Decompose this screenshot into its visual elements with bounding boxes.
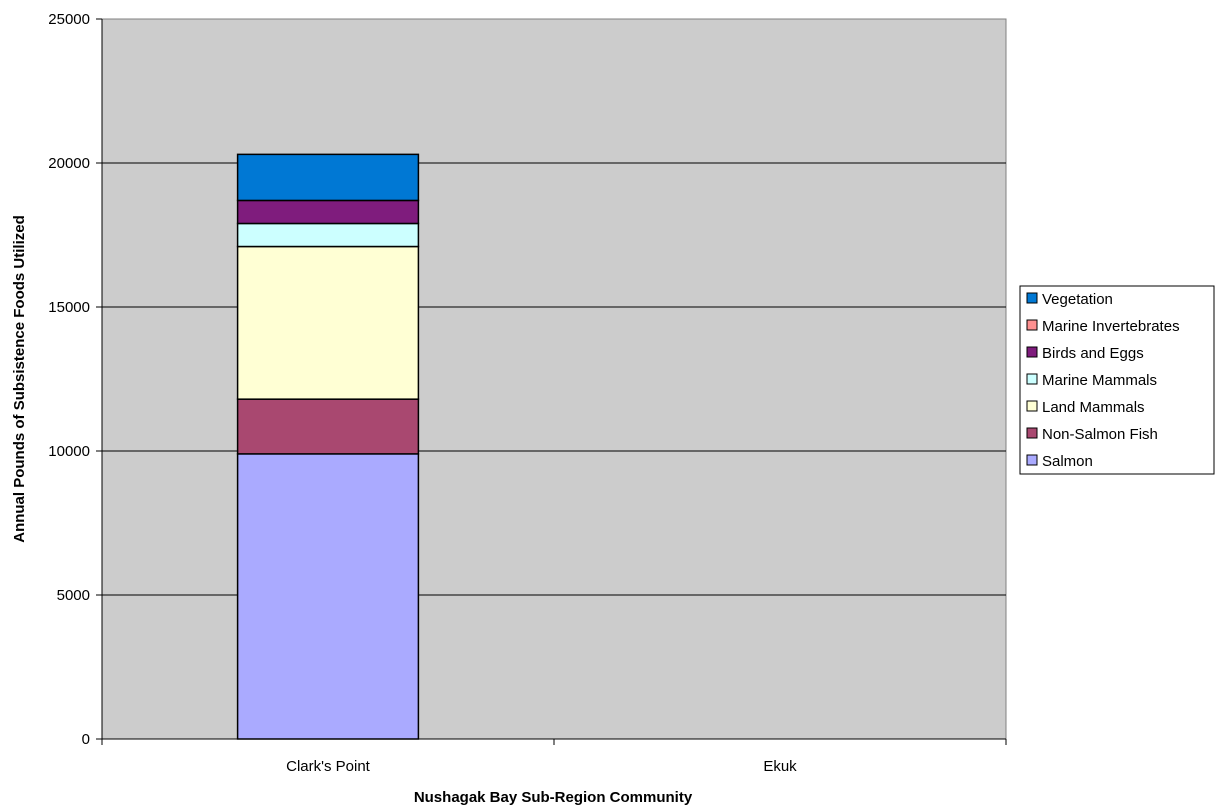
y-tick-label: 10000 — [48, 443, 90, 460]
y-tick-label: 20000 — [48, 155, 90, 172]
bar-segment — [236, 398, 420, 455]
bar-stack — [236, 153, 420, 740]
legend-box — [1019, 285, 1215, 475]
bar-segment — [236, 222, 420, 248]
bar-segment — [236, 199, 420, 225]
y-tick-label: 15000 — [48, 299, 90, 316]
legend-swatch — [1026, 427, 1038, 439]
legend-swatch — [1026, 346, 1038, 358]
legend-label: Marine Invertebrates — [1042, 318, 1180, 335]
legend-swatch — [1026, 400, 1038, 412]
y-axis-title: Annual Pounds of Subsistence Foods Utili… — [11, 215, 28, 543]
legend-label: Salmon — [1042, 453, 1093, 470]
bar-segment — [236, 453, 420, 740]
legend-swatch — [1026, 373, 1038, 385]
legend-label: Marine Mammals — [1042, 372, 1157, 389]
legend-swatch — [1026, 454, 1038, 466]
y-tick-label: 25000 — [48, 11, 90, 28]
legend-swatch — [1026, 292, 1038, 304]
legend-label: Birds and Eggs — [1042, 345, 1144, 362]
bar-segment — [236, 245, 420, 400]
x-axis-title: Nushagak Bay Sub-Region Community — [414, 789, 693, 806]
legend-label: Vegetation — [1042, 291, 1113, 308]
x-tick-label: Ekuk — [763, 758, 797, 775]
bar-segment — [236, 153, 420, 202]
x-tick-label: Clark's Point — [286, 758, 371, 775]
axes: 0 5000 10000 15000 20000 25000 Clark's Point Ek… — [48, 11, 1007, 775]
y-tick-label: 0 — [82, 731, 90, 748]
y-tick-label: 5000 — [57, 587, 90, 604]
legend-label: Non-Salmon Fish — [1042, 426, 1158, 443]
legend-swatch — [1026, 319, 1038, 331]
legend: Vegetation Marine Invertebrates Birds and … — [1019, 285, 1215, 475]
legend-label: Land Mammals — [1042, 399, 1145, 416]
